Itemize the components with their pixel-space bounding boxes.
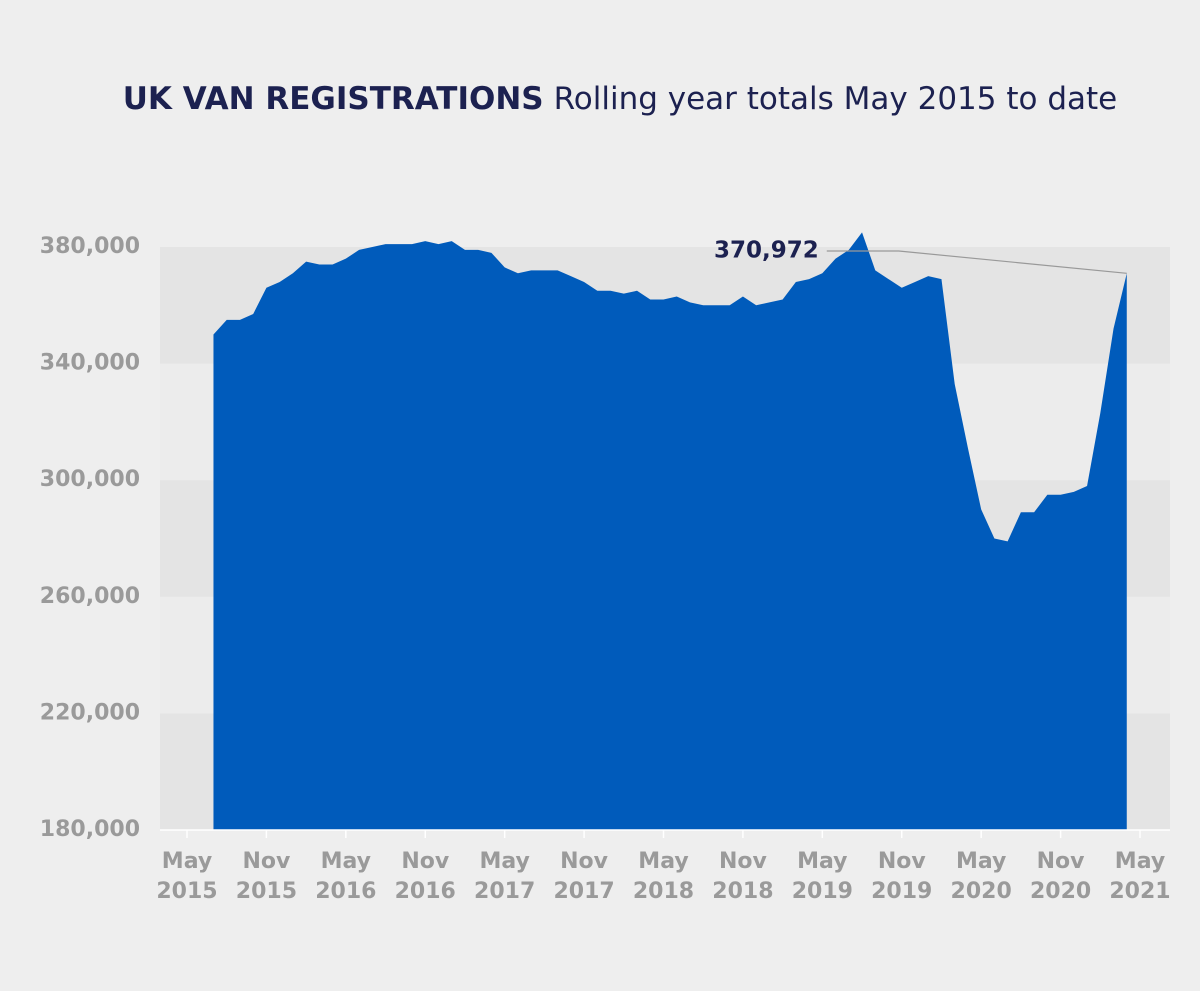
x-tick-label: Nov 2015: [236, 849, 297, 904]
x-tick-label-line: 2019: [792, 879, 853, 904]
y-tick-label: 380,000: [40, 234, 140, 259]
x-tick-label-line: Nov: [1037, 849, 1086, 874]
x-tick-label: Nov 2016: [395, 849, 456, 904]
x-tick-label-line: May: [321, 849, 371, 874]
x-tick-label-line: May: [479, 849, 529, 874]
x-tick-label-line: 2020: [1030, 879, 1091, 904]
x-tick-label-line: Nov: [242, 849, 291, 874]
x-tick-label-line: Nov: [560, 849, 609, 874]
y-tick-label: 220,000: [40, 700, 140, 725]
data-label: 370,972: [714, 238, 819, 264]
x-tick-label: May 2019: [792, 849, 853, 904]
x-tick-label-line: 2021: [1109, 879, 1170, 904]
x-tick-label: Nov 2018: [712, 849, 773, 904]
x-tick-label: May 2017: [474, 849, 535, 904]
chart-subtitle: Rolling year totals May 2015 to date: [554, 81, 1118, 117]
x-tick-label-line: May: [638, 849, 688, 874]
y-tick-label: 260,000: [40, 584, 140, 609]
x-tick-label: May 2018: [633, 849, 694, 904]
x-tick-label: Nov 2017: [553, 849, 614, 904]
chart-title: UK VAN REGISTRATIONS: [123, 81, 544, 117]
y-tick-label: 340,000: [40, 351, 140, 376]
x-tick-label-line: 2020: [951, 879, 1012, 904]
x-tick-label: May 2020: [951, 849, 1012, 904]
x-tick-label-line: 2016: [315, 879, 376, 904]
area: [213, 232, 1127, 831]
x-tick-label-line: May: [956, 849, 1006, 874]
x-tick-label: May 2015: [156, 849, 217, 904]
leader-line: [826, 250, 1127, 274]
y-tick-label: 180,000: [40, 817, 140, 842]
x-tick-label-line: 2018: [633, 879, 694, 904]
x-tick-label-line: May: [797, 849, 847, 874]
x-tick-label-line: 2017: [553, 879, 614, 904]
x-tick-label-line: Nov: [719, 849, 768, 874]
x-tick-label-line: 2017: [474, 879, 535, 904]
x-tick-label-line: 2015: [156, 879, 217, 904]
x-tick-label-line: 2015: [236, 879, 297, 904]
x-tick-label: Nov 2019: [871, 849, 932, 904]
x-tick-label: May 2021: [1109, 849, 1170, 904]
x-tick-label-line: 2018: [712, 879, 773, 904]
x-tick-label: May 2016: [315, 849, 376, 904]
x-tick-label-line: Nov: [878, 849, 927, 874]
x-tick-label-line: Nov: [401, 849, 450, 874]
x-tick-label-line: May: [1115, 849, 1165, 874]
x-tick-label-line: May: [162, 849, 212, 874]
x-tick-label-line: 2019: [871, 879, 932, 904]
chart-heading: UK VAN REGISTRATIONS Rolling year totals …: [123, 81, 1117, 117]
x-tick-label: Nov 2020: [1030, 849, 1091, 904]
y-tick-label: 300,000: [40, 467, 140, 492]
x-tick-label-line: 2016: [395, 879, 456, 904]
